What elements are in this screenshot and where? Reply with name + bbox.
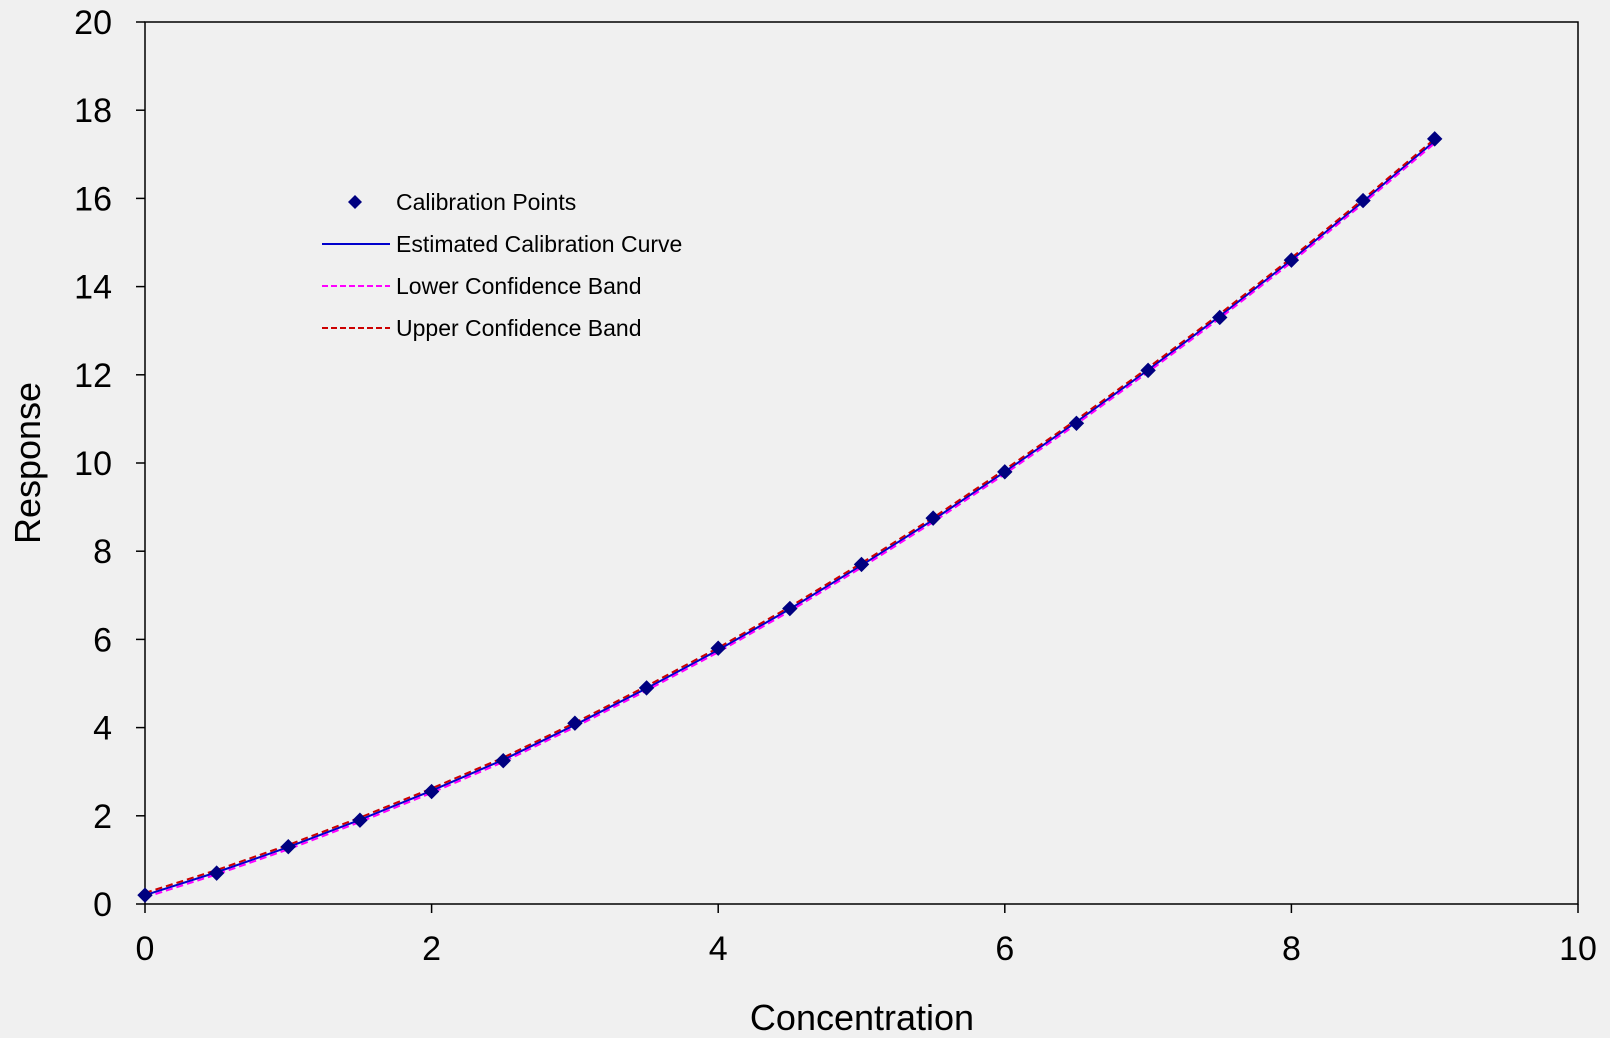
y-tick-label: 2 [93, 798, 112, 836]
calibration-point [853, 556, 870, 573]
legend-item-upper-confidence-band: Upper Confidence Band [322, 315, 642, 341]
legend-label: Estimated Calibration Curve [396, 231, 682, 257]
calibration-point [997, 464, 1013, 480]
y-tick-label: 4 [93, 710, 112, 748]
y-tick-label: 12 [74, 357, 112, 395]
y-tick-label: 14 [74, 269, 112, 307]
calibration-point [782, 600, 798, 617]
x-axis: 0 2 4 6 8 10 [136, 904, 1597, 968]
legend-diamond-marker [348, 195, 362, 209]
y-tick-label: 20 [74, 4, 112, 42]
legend-label: Upper Confidence Band [396, 315, 642, 341]
y-axis: 0 2 4 6 8 10 12 14 16 18 20 [74, 4, 145, 924]
x-tick-label: 8 [1282, 930, 1301, 968]
calibration-point [1355, 192, 1371, 209]
y-tick-label: 0 [93, 886, 112, 924]
y-tick-label: 8 [93, 533, 112, 571]
x-tick-label: 4 [709, 930, 728, 968]
calibration-point [352, 812, 368, 828]
calibration-point [495, 752, 511, 769]
legend-label: Calibration Points [396, 189, 576, 215]
calibration-point [1426, 131, 1443, 147]
y-axis-title: Response [7, 382, 48, 544]
y-tick-label: 6 [93, 621, 112, 659]
y-tick-label: 10 [74, 445, 112, 483]
calibration-points [137, 131, 1443, 903]
x-tick-label: 10 [1559, 930, 1597, 968]
calibration-point [1068, 415, 1085, 432]
y-tick-label: 16 [74, 180, 112, 218]
calibration-point [925, 510, 941, 526]
calibration-point [137, 887, 153, 903]
calibration-point [710, 640, 726, 656]
y-tick-label: 18 [74, 92, 112, 130]
calibration-point [638, 680, 655, 696]
calibration-point [280, 838, 297, 855]
legend-item-lower-confidence-band: Lower Confidence Band [322, 273, 642, 299]
x-tick-label: 0 [136, 930, 155, 968]
x-axis-title: Concentration [750, 997, 974, 1038]
legend: Calibration Points Estimated Calibration … [322, 189, 682, 341]
legend-label: Lower Confidence Band [396, 273, 642, 299]
calibration-point [1283, 252, 1300, 268]
legend-item-calibration-points: Calibration Points [348, 189, 576, 215]
calibration-point [567, 715, 583, 731]
legend-item-estimated-calibration-curve: Estimated Calibration Curve [322, 231, 682, 257]
calibration-point [208, 865, 225, 881]
x-tick-label: 2 [422, 930, 441, 968]
calibration-point [1140, 362, 1156, 379]
calibration-point [1212, 309, 1228, 326]
x-tick-label: 6 [995, 930, 1014, 968]
calibration-point [423, 783, 440, 800]
